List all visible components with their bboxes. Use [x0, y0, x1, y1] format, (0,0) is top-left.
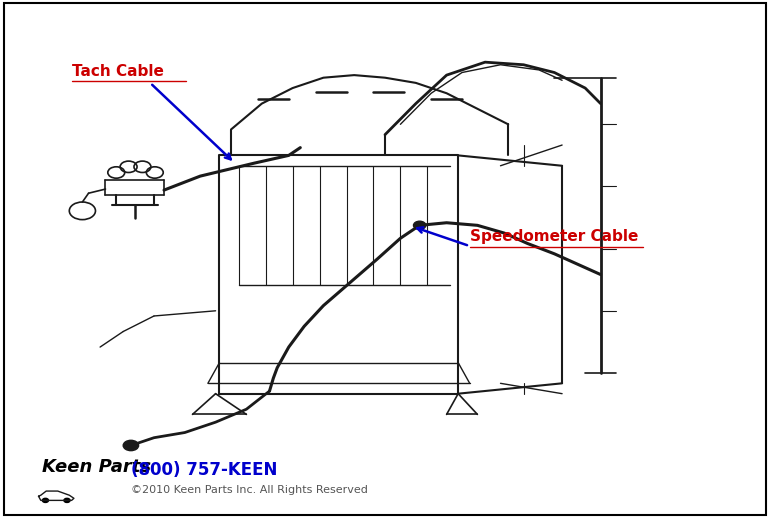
Text: (800) 757-KEEN: (800) 757-KEEN: [131, 461, 277, 479]
Text: Keen Parts: Keen Parts: [42, 457, 152, 476]
Text: Speedometer Cable: Speedometer Cable: [470, 229, 638, 244]
Circle shape: [413, 221, 426, 229]
Circle shape: [64, 498, 70, 502]
Circle shape: [123, 440, 139, 451]
Circle shape: [42, 498, 49, 502]
Text: Tach Cable: Tach Cable: [72, 64, 163, 79]
Text: ©2010 Keen Parts Inc. All Rights Reserved: ©2010 Keen Parts Inc. All Rights Reserve…: [131, 485, 368, 495]
